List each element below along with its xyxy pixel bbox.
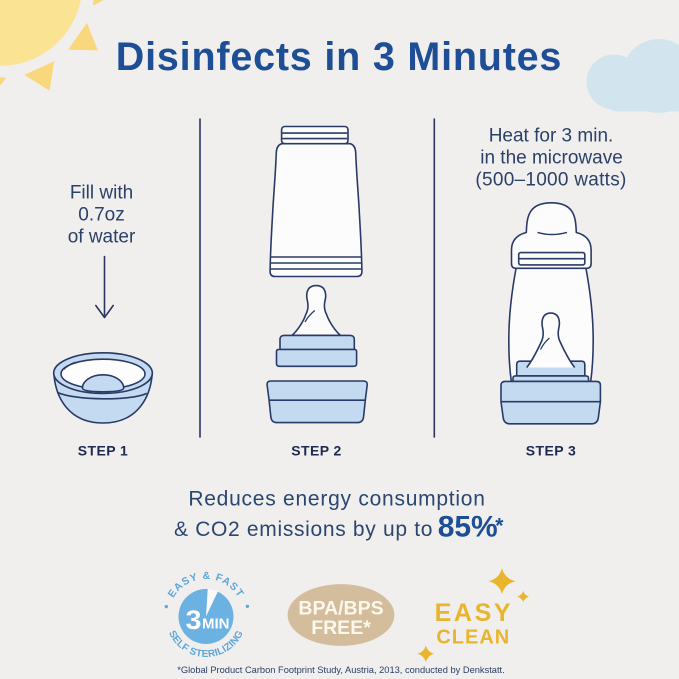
svg-text:of water: of water	[68, 227, 136, 248]
svg-text:STEP 3: STEP 3	[526, 443, 576, 459]
svg-text:3: 3	[186, 605, 202, 635]
svg-text:85%: 85%	[438, 510, 498, 543]
svg-text:*: *	[495, 515, 504, 538]
svg-text:Heat for 3 min.: Heat for 3 min.	[489, 126, 614, 147]
svg-text:Fill with: Fill with	[70, 182, 133, 203]
svg-text:BPA/BPS: BPA/BPS	[298, 598, 383, 620]
svg-text:in the microwave: in the microwave	[480, 148, 623, 169]
svg-text:STEP 1: STEP 1	[78, 443, 128, 459]
svg-text:FREE*: FREE*	[311, 617, 371, 639]
svg-text:Disinfects in 3 Minutes: Disinfects in 3 Minutes	[116, 35, 562, 79]
svg-text:& CO2 emissions by up to: & CO2 emissions by up to	[174, 518, 433, 541]
svg-text:STEP 2: STEP 2	[291, 443, 341, 459]
svg-text:CLEAN: CLEAN	[436, 626, 510, 648]
svg-text:*Global Product Carbon Footpri: *Global Product Carbon Footprint Study, …	[177, 665, 504, 675]
svg-text:(500–1000 watts): (500–1000 watts)	[475, 170, 626, 191]
svg-text:MIN: MIN	[202, 616, 230, 633]
svg-text:EASY: EASY	[435, 599, 513, 627]
svg-text:0.7oz: 0.7oz	[78, 205, 124, 226]
svg-text:Reduces energy consumption: Reduces energy consumption	[188, 488, 485, 511]
